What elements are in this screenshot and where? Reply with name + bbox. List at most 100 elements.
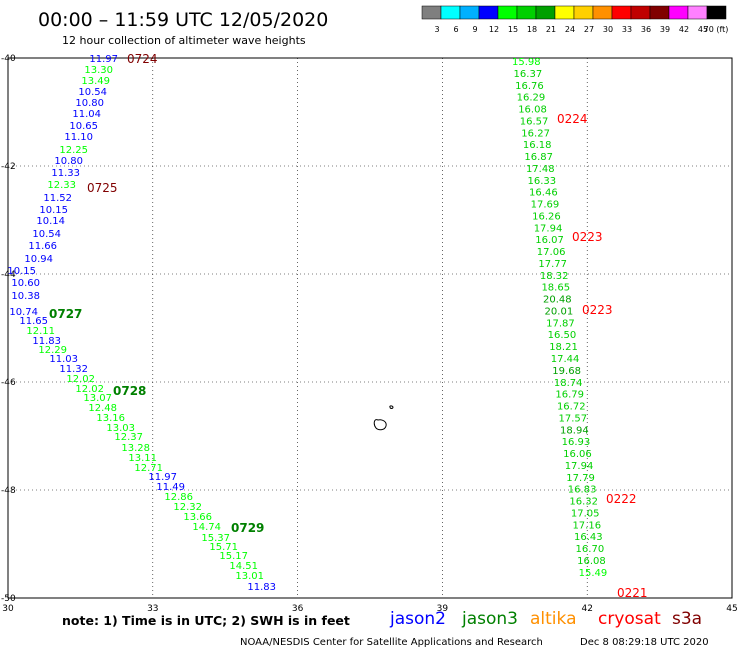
y-tick-label: -42 <box>1 162 16 172</box>
swh-reading: 15.17 <box>219 551 248 562</box>
swh-reading: 18.32 <box>540 271 569 282</box>
swh-reading: 13.49 <box>81 76 110 87</box>
swh-reading: 15.49 <box>579 568 608 579</box>
swh-reading: 20.48 <box>543 295 572 306</box>
generated-timestamp: Dec 8 08:29:18 UTC 2020 <box>580 637 709 648</box>
swh-reading: 13.03 <box>106 423 135 434</box>
scale-label: 6 <box>453 25 458 34</box>
swh-reading: 10.14 <box>36 216 65 227</box>
swh-reading: 17.77 <box>538 259 567 270</box>
swh-reading: 11.10 <box>64 132 93 143</box>
swh-reading: 13.07 <box>83 393 112 404</box>
scale-label: 3 <box>434 25 439 34</box>
plot-border <box>7 57 733 599</box>
x-tick-label: 33 <box>147 604 158 614</box>
scale-label: 70 (ft) <box>704 25 729 34</box>
swh-reading: 11.83 <box>32 336 61 347</box>
swh-reading: 16.76 <box>515 81 544 92</box>
x-tick-label: 30 <box>2 604 14 614</box>
swh-reading: 10.65 <box>69 121 98 132</box>
swh-reading: 12.37 <box>114 432 143 443</box>
swh-reading: 12.48 <box>88 403 117 414</box>
swh-reading: 15.37 <box>201 533 230 544</box>
swh-reading: 10.15 <box>7 266 36 277</box>
scale-label: 21 <box>546 25 556 34</box>
legend-jason3: jason3 <box>461 609 518 629</box>
swh-reading: 16.27 <box>521 128 550 139</box>
swh-reading: 12.02 <box>75 384 104 395</box>
scale-label: 27 <box>584 25 594 34</box>
swh-reading: 17.44 <box>551 354 580 365</box>
swh-reading: 10.60 <box>11 278 40 289</box>
credit-line: NOAA/NESDIS Center for Satellite Applica… <box>240 637 543 648</box>
pass-time-tag: 0725 <box>87 181 118 195</box>
swh-reading: 16.83 <box>568 485 597 496</box>
swh-reading: 16.70 <box>576 544 605 555</box>
swh-reading: 16.07 <box>535 235 564 246</box>
scale-label: 24 <box>565 25 575 34</box>
east-track: 15.9816.3716.7616.2916.0816.5716.2716.18… <box>512 57 607 579</box>
y-tick-label: -46 <box>1 378 16 388</box>
scale-label: 18 <box>527 25 537 34</box>
swh-reading: 14.51 <box>229 561 258 572</box>
swh-reading: 12.11 <box>26 326 55 337</box>
scale-swatch <box>611 5 632 20</box>
swh-reading: 13.11 <box>128 453 157 464</box>
swh-reading: 16.79 <box>555 390 584 401</box>
scale-label: 42 <box>679 25 689 34</box>
x-tick-label: 45 <box>726 604 737 614</box>
scale-swatch <box>535 5 556 20</box>
x-tick-label: 36 <box>292 604 304 614</box>
swh-reading: 16.33 <box>528 176 557 187</box>
swh-reading: 12.29 <box>38 345 67 356</box>
pass-time-tag: 0223 <box>572 230 603 244</box>
swh-reading: 16.57 <box>520 116 549 127</box>
swh-reading: 11.33 <box>51 168 80 179</box>
swh-reading: 17.87 <box>546 318 575 329</box>
swh-reading: 17.48 <box>526 164 555 175</box>
swh-reading: 16.37 <box>514 69 543 80</box>
scale-swatch <box>554 5 575 20</box>
scale-swatch <box>573 5 594 20</box>
scale-label: 36 <box>641 25 651 34</box>
swh-reading: 10.80 <box>75 98 104 109</box>
scale-swatch <box>421 5 442 20</box>
swh-reading: 13.28 <box>121 443 150 454</box>
swh-reading: 16.29 <box>517 93 546 104</box>
swh-reading: 12.02 <box>66 374 95 385</box>
swh-reading: 12.71 <box>134 463 163 474</box>
swh-reading: 11.32 <box>59 364 88 375</box>
y-tick-label: -48 <box>1 486 16 496</box>
legend-cryosat: cryosat <box>598 609 661 629</box>
swh-reading: 10.15 <box>39 205 68 216</box>
swh-reading: 11.03 <box>49 354 78 365</box>
swh-reading: 11.97 <box>89 54 118 65</box>
pass-time-tag: 0224 <box>557 112 588 126</box>
page-title: 00:00 – 11:59 UTC 12/05/2020 <box>38 9 328 31</box>
swh-reading: 16.46 <box>529 188 558 199</box>
scale-swatch <box>592 5 613 20</box>
y-tick-label: -44 <box>1 270 16 280</box>
swh-reading: 16.87 <box>524 152 553 163</box>
y-tick-label: -50 <box>1 594 16 604</box>
scale-swatch <box>459 5 480 20</box>
axis-ticks: 30 33 36 39 42 45 -40 -42 -44 -46 -48 -50 <box>1 54 738 614</box>
swh-reading: 13.01 <box>235 571 264 582</box>
swh-reading: 16.93 <box>562 437 591 448</box>
swh-reading: 18.74 <box>554 378 583 389</box>
scale-label: 15 <box>508 25 518 34</box>
swh-reading: 15.98 <box>512 57 541 68</box>
swh-reading: 12.33 <box>47 180 76 191</box>
swh-reading: 15.71 <box>209 542 238 553</box>
x-tick-label: 42 <box>581 604 592 614</box>
scale-label: 30 <box>603 25 613 34</box>
swh-reading: 12.32 <box>173 502 202 513</box>
scale-swatch <box>497 5 518 20</box>
west-track: 11.9713.3013.4910.5410.8011.0410.6511.10… <box>7 54 276 593</box>
swh-reading: 17.06 <box>537 247 566 258</box>
pass-time-tag: 0729 <box>231 521 264 535</box>
page-subtitle: 12 hour collection of altimeter wave hei… <box>62 34 306 47</box>
swh-reading: 16.26 <box>532 211 561 222</box>
scale-label: 33 <box>622 25 632 34</box>
